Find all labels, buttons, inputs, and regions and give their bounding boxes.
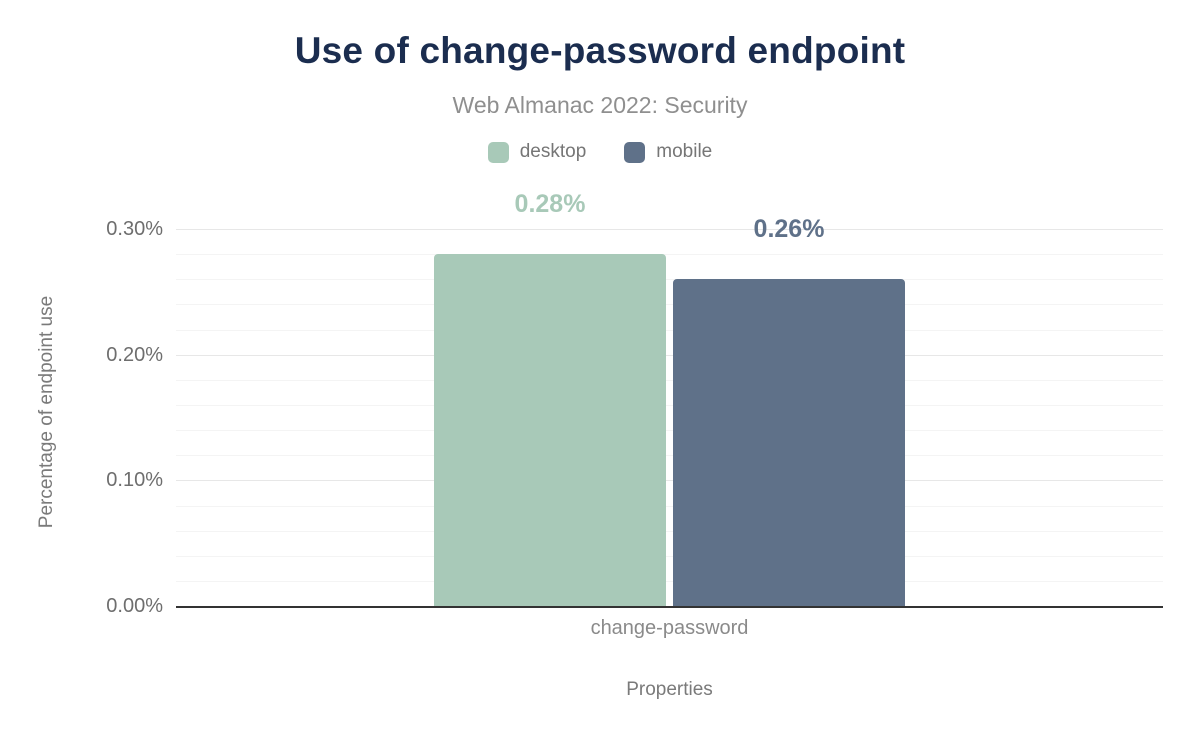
- minor-gridline: [176, 404, 1163, 406]
- minor-gridline: [176, 430, 1163, 432]
- x-axis-line: [176, 606, 1163, 608]
- minor-gridline: [176, 279, 1163, 281]
- bar-mobile[interactable]: [673, 279, 905, 606]
- minor-gridline: [176, 254, 1163, 256]
- legend-label-mobile: mobile: [656, 141, 713, 162]
- major-gridline: [176, 354, 1163, 356]
- mobile-swatch-icon: [624, 141, 646, 163]
- y-tick-label: 0.30%: [106, 218, 163, 240]
- minor-gridline: [176, 329, 1163, 331]
- y-tick-label: 0.10%: [106, 469, 163, 492]
- legend-item-mobile[interactable]: mobile: [624, 141, 712, 163]
- data-label-desktop: 0.28%: [514, 190, 586, 219]
- minor-gridline: [176, 580, 1163, 582]
- minor-gridline: [176, 304, 1163, 306]
- bar-desktop[interactable]: [434, 254, 666, 606]
- legend-label-desktop: desktop: [519, 141, 587, 162]
- major-gridline: [176, 480, 1163, 482]
- major-gridline: [176, 229, 1163, 230]
- minor-gridline: [176, 555, 1163, 557]
- y-tick-label: 0.00%: [106, 595, 163, 617]
- chart-subtitle: Web Almanac 2022: Security: [452, 92, 748, 118]
- desktop-swatch-icon: [487, 141, 509, 163]
- chart-title: Use of change-password endpoint: [294, 30, 906, 71]
- x-category-label: change-password: [590, 617, 749, 639]
- y-axis-title: Percentage of endpoint use: [36, 295, 57, 529]
- minor-gridline: [176, 530, 1163, 532]
- data-label-mobile: 0.26%: [753, 215, 825, 244]
- legend: desktop mobile: [0, 138, 1200, 166]
- legend-item-desktop[interactable]: desktop: [487, 141, 587, 163]
- x-axis-title: Properties: [626, 679, 713, 700]
- minor-gridline: [176, 379, 1163, 381]
- y-tick-label: 0.20%: [106, 343, 163, 366]
- minor-gridline: [176, 455, 1163, 457]
- minor-gridline: [176, 505, 1163, 507]
